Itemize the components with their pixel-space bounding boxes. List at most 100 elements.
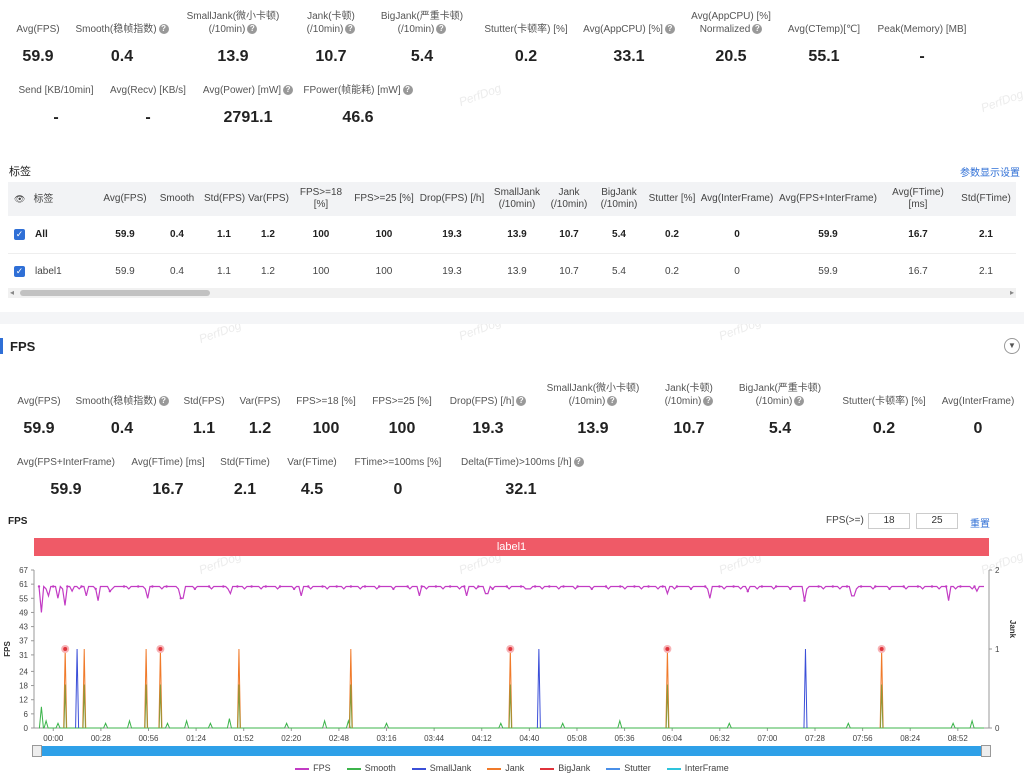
metric-label: FTime>=100ms [%] [354,457,442,468]
column-header[interactable]: Avg(FPS+InterFrame) [776,182,880,216]
legend-item[interactable]: Smooth [346,763,396,773]
metric-label: Jank(卡顿) (/10min)? [306,11,356,35]
legend-item[interactable]: FPS [295,763,331,773]
slider-left-handle[interactable] [32,745,42,757]
bigjank-marker [63,647,68,651]
column-header[interactable]: 👁 标签 [8,182,98,216]
help-icon[interactable]: ? [703,396,714,407]
fps-threshold-input-1[interactable]: 18 [868,513,910,529]
fps-point [179,597,182,600]
table-cell: 0.4 [152,253,202,291]
help-icon[interactable]: ? [158,24,169,35]
metric-label: SmallJank(微小卡顿) (/10min)? [546,383,640,407]
column-header-label: Avg(FTime) [ms] [892,187,944,210]
column-header[interactable]: Std(FTime) [956,182,1016,216]
help-icon[interactable]: ? [283,85,294,96]
chart-legend: FPS Smooth SmallJank Jank BigJank Stutter Inte… [0,763,1024,773]
metric-value: 13.9 [217,48,249,65]
metric-value: 0 [393,481,403,498]
scrollbar-thumb[interactable] [20,290,210,296]
metric-value: 100 [388,420,416,437]
fps-point [80,585,83,588]
fps-point [434,585,438,588]
metric-value: 33.1 [613,48,645,65]
legend-item[interactable]: Stutter [606,763,651,773]
fps-point [137,585,140,588]
scroll-right-arrow-icon[interactable]: ▸ [1009,288,1014,297]
fps-threshold-input-2[interactable]: 25 [916,513,958,529]
label-timeline-bar[interactable]: label1 [34,538,989,556]
x-tick-label: 01:52 [234,734,255,743]
eye-icon[interactable]: 👁 [14,193,26,204]
metric: Jank(卡顿) (/10min)? 10.7 [271,10,391,65]
slider-right-handle[interactable] [981,745,991,757]
fps-point [959,585,962,588]
fps-point [604,585,608,588]
metric: Peak(Memory) [MB] - [862,23,982,65]
column-header[interactable]: SmallJank (/10min) [488,182,546,216]
fps-point [746,590,749,593]
help-icon[interactable]: ? [573,457,584,468]
help-icon[interactable]: ? [607,396,618,407]
table-row[interactable]: ✓ label1 59.9 0.4 1.1 1.2 100 100 19.3 13.9 10.7 5.… [8,253,1016,291]
help-icon[interactable]: ? [794,396,805,407]
metric-label: Avg(FPS) [17,396,61,407]
display-settings-link[interactable]: 参数显示设置 [960,168,1020,179]
column-header[interactable]: Smooth [152,182,202,216]
table-row[interactable]: ✓ All 59.9 0.4 1.1 1.2 100 100 19.3 13.9 10.7 5.4 0.… [8,216,1016,254]
help-icon[interactable]: ? [752,24,763,35]
table-cell: 100 [352,253,416,291]
table-cell: 1.1 [202,216,246,254]
tags-table-header: 👁 标签 Avg(FPS) Smooth Std(FPS) Var(FPS) FPS>=18… [8,182,1016,216]
time-range-slider[interactable] [32,745,991,757]
jank-subspike [349,684,353,729]
legend-item[interactable]: Jank [487,763,524,773]
table-cell: 0.4 [152,216,202,254]
help-icon[interactable]: ? [664,24,675,35]
column-header[interactable]: Avg(InterFrame) [698,182,776,216]
column-header[interactable]: FPS>=18 [%] [290,182,352,216]
column-header[interactable]: Jank (/10min) [546,182,592,216]
table-horizontal-scrollbar[interactable]: ◂ ▸ [8,288,1016,298]
legend-item[interactable]: BigJank [540,763,590,773]
column-header[interactable]: Std(FPS) [202,182,246,216]
help-icon[interactable]: ? [158,396,169,407]
fps-point [222,585,225,588]
help-icon[interactable]: ? [436,24,447,35]
help-icon[interactable]: ? [247,24,258,35]
table-cell: 10.7 [546,216,592,254]
x-tick-label: 08:52 [948,734,969,743]
legend-label: FPS [313,763,331,773]
fps-point [491,587,494,591]
metric-label: Smooth(稳帧指数)? [62,395,182,408]
table-cell: 19.3 [416,253,488,291]
help-icon[interactable]: ? [345,24,356,35]
metric: Var(FPS) 1.2 [200,395,320,437]
help-icon[interactable]: ? [516,396,527,407]
row-checkbox[interactable]: ✓ [14,228,25,240]
y-tick-label: 55 [19,594,28,603]
metric-value: 20.5 [715,48,747,65]
legend-item[interactable]: SmallJank [411,763,471,773]
row-checkbox[interactable]: ✓ [14,265,25,277]
column-header[interactable]: FPS>=25 [%] [352,182,416,216]
reset-link[interactable]: 重置 [970,519,990,530]
column-header[interactable]: Drop(FPS) [/h] [416,182,488,216]
table-cell: 1.1 [202,253,246,291]
column-header[interactable]: Avg(FPS) [98,182,152,216]
legend-item[interactable]: InterFrame [666,763,729,773]
help-icon[interactable]: ? [402,85,413,96]
fps-section-title: FPS [10,339,36,354]
column-header[interactable]: Stutter [%] [646,182,698,216]
column-header[interactable]: BigJank (/10min) [592,182,646,216]
metric-value: 1.1 [192,420,216,437]
fps-point [548,585,551,588]
jank-subspike [879,684,884,729]
metric-value: 0.2 [514,48,538,65]
metric: Std(FTime) 2.1 [185,456,305,498]
scroll-left-arrow-icon[interactable]: ◂ [10,288,15,297]
column-header[interactable]: Var(FPS) [246,182,290,216]
collapse-chevron-icon[interactable]: ▼ [1004,338,1020,354]
column-header[interactable]: Avg(FTime) [ms] [880,182,956,216]
